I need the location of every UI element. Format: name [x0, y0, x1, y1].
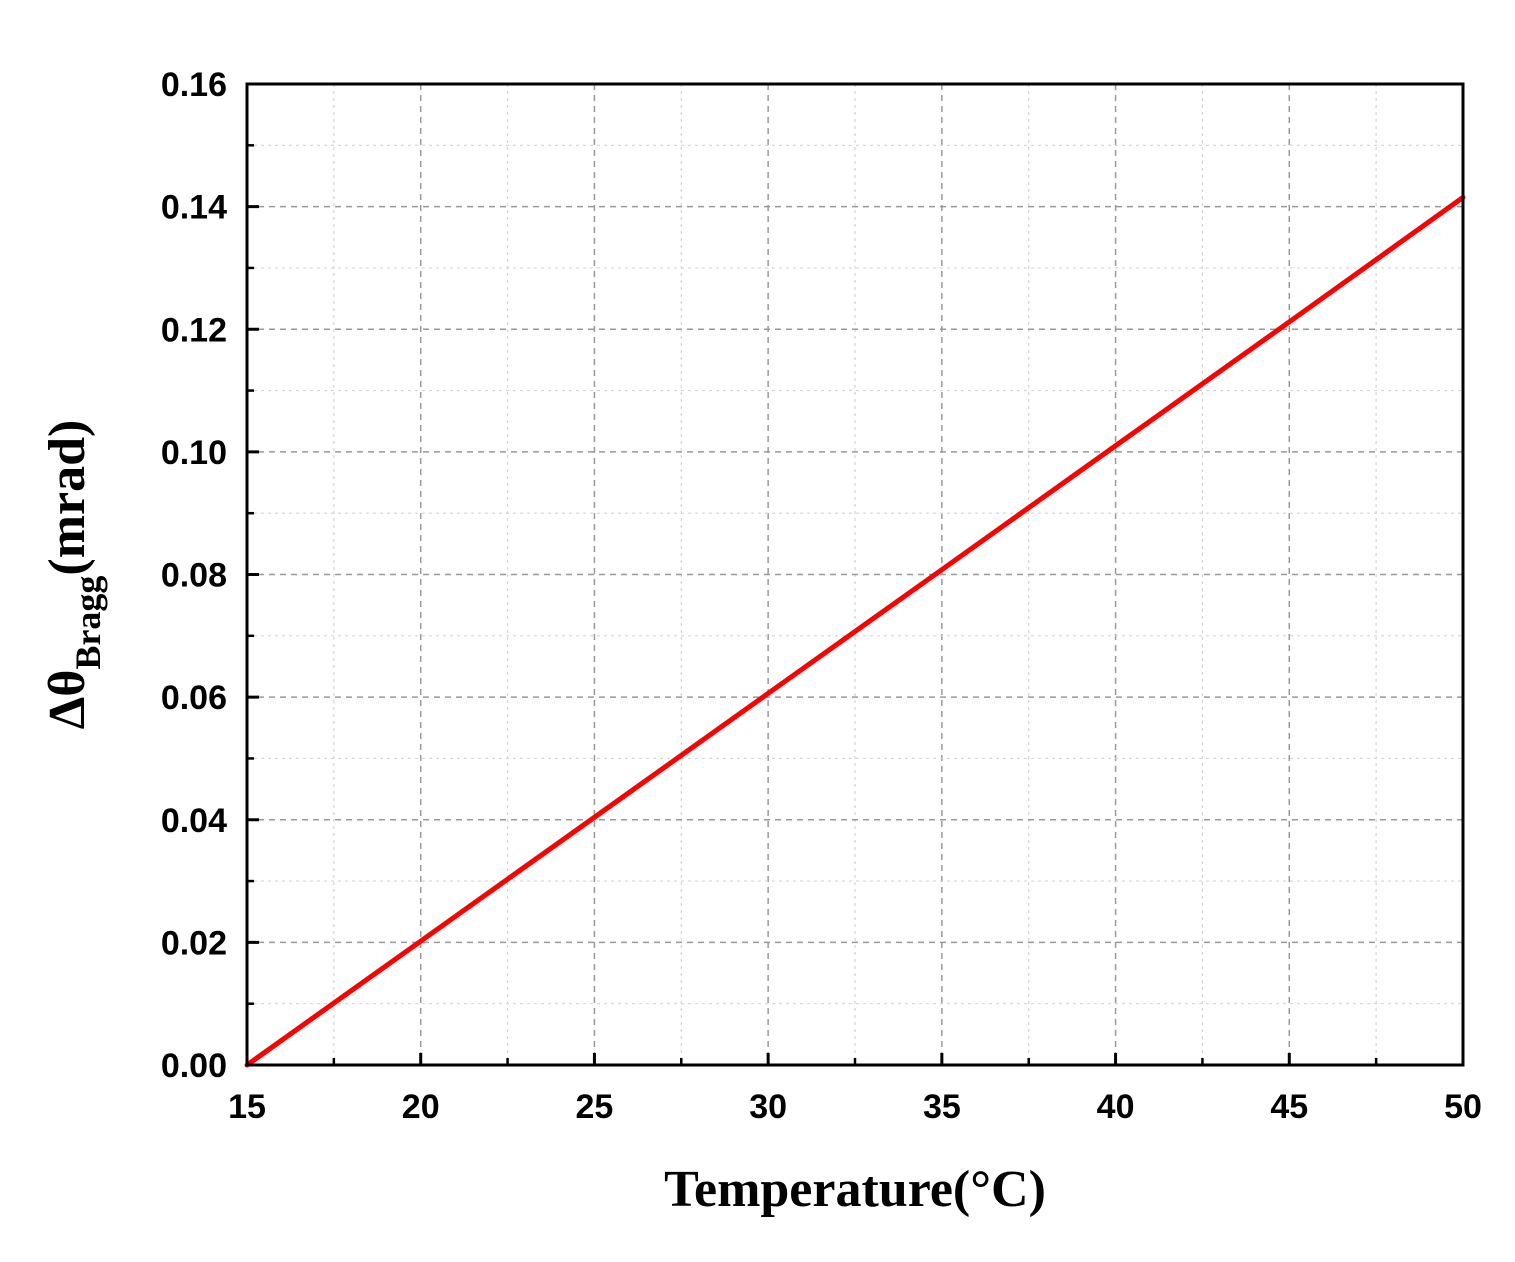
series-layer	[244, 194, 1466, 1068]
minor-ticks	[247, 144, 1378, 1065]
y-axis-title: ΔθBragg(mrad)	[39, 420, 108, 730]
plot-frame	[245, 82, 1465, 1067]
y-axis-title-prefix: Δθ	[39, 670, 96, 730]
x-tick-label: 40	[1097, 1088, 1135, 1126]
x-axis-title: Temperature(°C)	[664, 1161, 1046, 1218]
y-axis-title-suffix: (mrad)	[39, 420, 96, 576]
x-tick-label: 45	[1270, 1088, 1308, 1126]
y-tick-label: 0.00	[161, 1047, 227, 1085]
x-tick-label: 20	[402, 1088, 440, 1126]
grid-lines	[247, 84, 1463, 1065]
y-tick-label: 0.08	[161, 557, 227, 595]
x-axis-tick-labels: 15 20 25 30 35 40 45 50	[228, 1088, 1482, 1126]
x-tick-label: 15	[228, 1088, 266, 1126]
y-tick-label: 0.12	[161, 311, 227, 349]
y-tick-label: 0.10	[161, 434, 227, 472]
series-line	[244, 194, 1466, 1068]
x-tick-label: 50	[1444, 1088, 1482, 1126]
y-tick-label: 0.06	[161, 679, 227, 717]
y-axis-title-subscript: Bragg	[68, 576, 108, 670]
y-tick-label: 0.02	[161, 924, 227, 962]
y-axis-tick-labels: 0.00 0.02 0.04 0.06 0.08 0.10 0.12 0.14 0.16	[161, 66, 227, 1085]
x-tick-label: 35	[923, 1088, 961, 1126]
x-tick-label: 30	[749, 1088, 787, 1126]
y-tick-label: 0.04	[161, 802, 227, 840]
x-tick-label: 25	[576, 1088, 614, 1126]
y-tick-label: 0.14	[161, 189, 227, 227]
y-tick-label: 0.16	[161, 66, 227, 104]
